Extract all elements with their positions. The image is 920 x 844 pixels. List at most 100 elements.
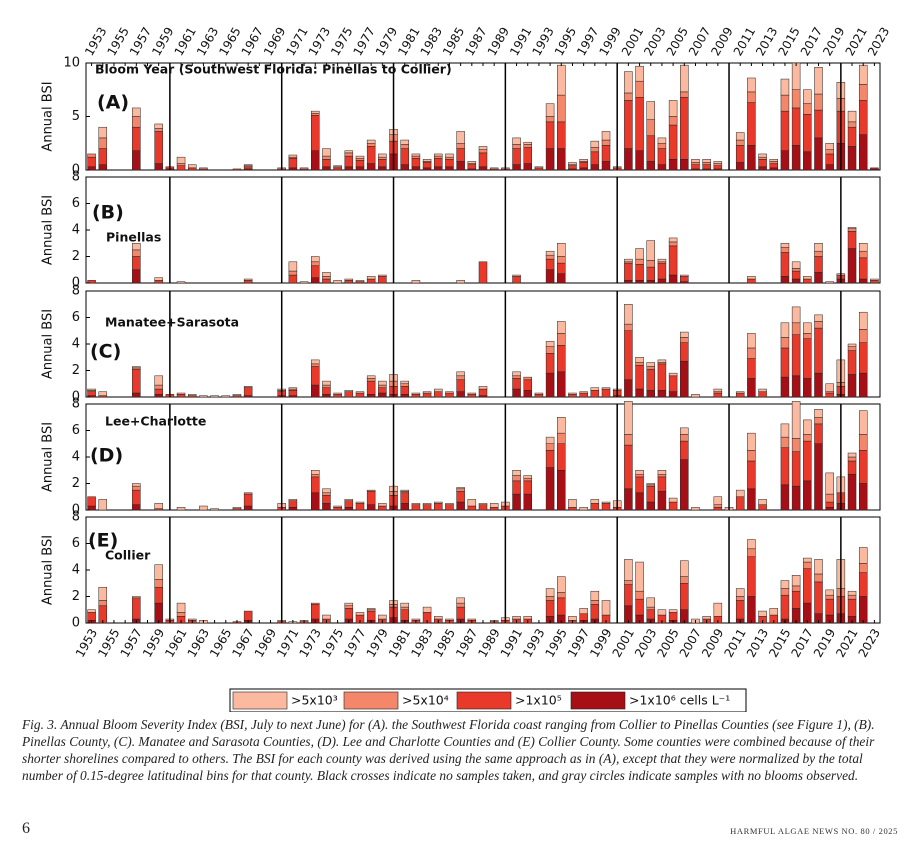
bar-segment (311, 492, 320, 511)
x-tick-label: 1979 (364, 626, 391, 659)
bar-segment (523, 616, 532, 620)
bar-segment (434, 391, 443, 398)
bar-segment (243, 505, 253, 511)
bar-segment (635, 264, 644, 281)
bar-segment (557, 333, 566, 346)
y-tick-label: 0 (72, 276, 80, 291)
bar-segment (735, 600, 745, 620)
bar-segment (243, 610, 253, 621)
bar-segment (210, 395, 219, 398)
bar-segment (825, 472, 834, 495)
bar-segment (378, 505, 387, 511)
bar-segment (780, 594, 790, 620)
bar-segment (635, 96, 644, 151)
bar-segment (378, 384, 387, 388)
x-tick-label: 2021 (833, 626, 860, 659)
bar-segment (434, 166, 443, 171)
bar-segment (747, 596, 756, 624)
bar-segment (825, 281, 834, 284)
bar-segment (657, 491, 667, 511)
bar-segment (590, 503, 600, 511)
x-tick-label: 1965 (216, 25, 243, 58)
bar-segment (176, 394, 186, 398)
bar-segment (344, 280, 354, 284)
bar-segment (635, 476, 644, 494)
bar-segment (400, 394, 409, 398)
bar-segment (512, 371, 521, 377)
bar-segment (355, 503, 365, 511)
legend-item: >1x10⁶ cells L⁻¹ (570, 691, 730, 710)
bar-segment (791, 375, 801, 398)
bar-segment (456, 371, 465, 377)
bar-segment (646, 266, 655, 281)
bar-segment (366, 146, 376, 164)
bar-segment (657, 258, 667, 263)
bar-segment (702, 162, 711, 165)
bar-segment (344, 155, 354, 168)
bar-segment (747, 102, 756, 146)
y-tick-label: 2 (72, 249, 80, 264)
bar-segment (243, 164, 253, 166)
bar-segment (87, 391, 96, 396)
bar-segment (847, 126, 857, 147)
bar-segment (333, 280, 342, 284)
bar-segment (814, 250, 823, 257)
bar-segment (366, 139, 376, 144)
bar-segment (747, 539, 756, 550)
bar-segment (646, 606, 655, 610)
panel-label: (B) (92, 202, 124, 224)
bar-segment (87, 496, 96, 507)
bar-segment (624, 330, 633, 381)
x-tick-label: 2009 (699, 626, 726, 659)
bar-segment (87, 388, 96, 391)
bar-segment (847, 146, 857, 171)
bar-segment (803, 103, 812, 115)
bar-segment (478, 166, 488, 171)
bar-segment (590, 600, 600, 605)
x-tick-label: 2017 (789, 626, 816, 659)
bar-segment (534, 167, 544, 171)
bar-segment (411, 503, 421, 505)
bar-segment (635, 258, 644, 265)
bar-segment (858, 250, 868, 259)
bar-segment (545, 450, 555, 468)
bar-segment (523, 477, 532, 482)
bar-segment (176, 281, 186, 284)
x-tick-label: 1971 (283, 25, 310, 58)
bar-segment (601, 131, 611, 141)
bar-segment (445, 391, 454, 394)
bar-segment (400, 144, 409, 149)
bar-segment (680, 276, 689, 282)
legend-swatch (456, 691, 512, 710)
x-tick-label: 1961 (172, 25, 199, 58)
bar-segment (780, 347, 790, 378)
bar-segment (434, 501, 443, 504)
bar-segment (803, 322, 812, 334)
bar-segment (858, 64, 868, 85)
bar-segment (344, 500, 354, 508)
bar-segment (635, 492, 644, 511)
bar-segment (154, 384, 163, 390)
bar-segment (657, 137, 667, 144)
bar-segment (344, 278, 354, 281)
bar-segment (635, 65, 644, 82)
bar-segment (467, 394, 477, 398)
bar-segment (657, 278, 667, 284)
bar-segment (870, 167, 879, 170)
bar-segment (512, 148, 521, 165)
bar-segment (590, 140, 600, 148)
bar-segment (322, 155, 331, 160)
y-tick-label: 4 (72, 337, 80, 352)
bar-segment (557, 243, 566, 257)
bar-segment (434, 155, 443, 159)
bar-segment (657, 359, 667, 363)
bar-segment (456, 602, 465, 608)
bar-segment (791, 278, 801, 284)
bar-segment (791, 261, 801, 269)
bar-segment (646, 362, 655, 367)
bar-segment (467, 164, 477, 170)
bar-segment (378, 503, 387, 507)
bar-segment (579, 167, 588, 171)
bar-segment (568, 499, 577, 508)
bar-segment (322, 380, 331, 386)
